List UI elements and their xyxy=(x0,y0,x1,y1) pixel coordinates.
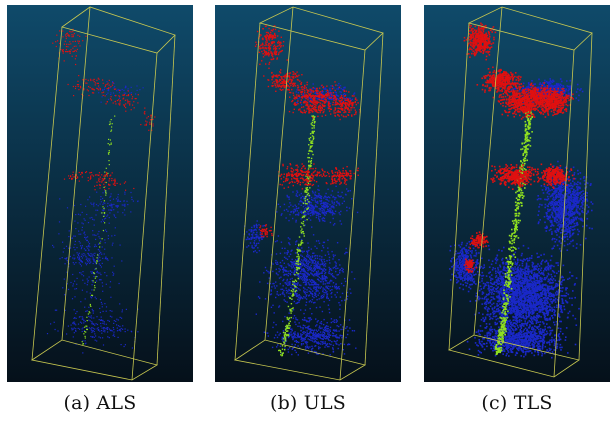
panel-tls xyxy=(424,5,610,382)
caption-uls: (b) ULS xyxy=(269,392,347,414)
points-group xyxy=(449,22,594,359)
panel-uls xyxy=(215,5,401,382)
point-cloud-tls xyxy=(424,5,610,382)
points-group xyxy=(46,28,156,354)
point-cloud-als xyxy=(7,5,193,382)
bounding-box xyxy=(30,6,176,381)
caption-tls: (c) TLS xyxy=(481,392,553,414)
caption-als: (a) ALS xyxy=(63,392,137,414)
bounding-box xyxy=(233,6,384,381)
panel-als xyxy=(7,5,193,382)
points-group xyxy=(243,25,361,357)
bounding-box xyxy=(447,6,593,378)
background xyxy=(7,5,193,382)
point-cloud-uls xyxy=(215,5,401,382)
